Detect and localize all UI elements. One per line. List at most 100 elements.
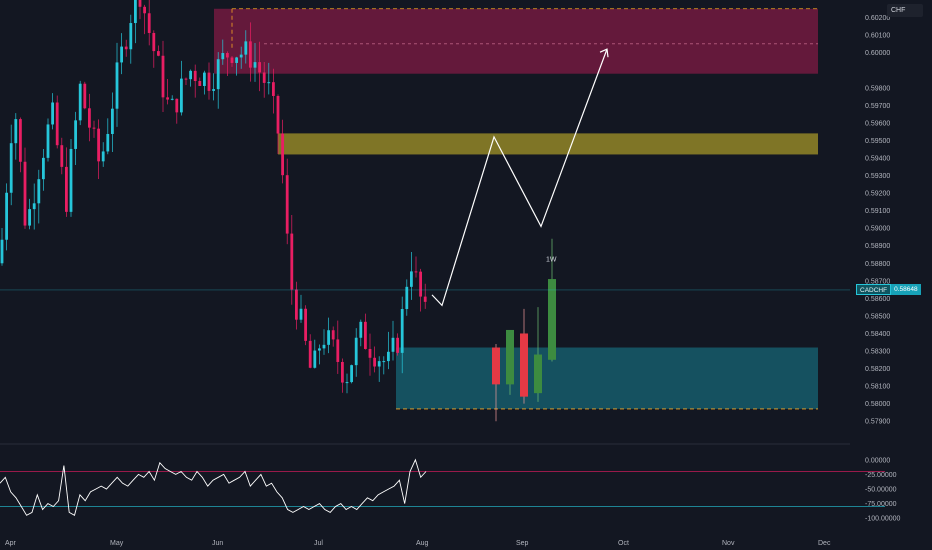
daily-candle-body xyxy=(32,203,36,210)
daily-candle-body xyxy=(46,124,50,158)
daily-candle-body xyxy=(281,133,284,176)
price-tick-label: 0.58700 xyxy=(865,278,890,285)
price-tick-label: 0.57900 xyxy=(865,419,890,426)
daily-candle-body xyxy=(55,102,59,146)
daily-candle-body xyxy=(239,54,243,58)
daily-candle-body xyxy=(230,57,234,63)
price-axis: 0.60200 0.60100 0.60000 0.59800 0.59700 0.596… xyxy=(865,15,890,426)
daily-candle-body xyxy=(322,344,326,349)
daily-candle-body xyxy=(244,41,248,55)
daily-candle-body xyxy=(147,13,151,33)
daily-candle-body xyxy=(74,120,77,149)
projection-arrowhead xyxy=(599,48,609,58)
price-tick-label: 0.58800 xyxy=(865,261,890,268)
daily-candle-body xyxy=(42,157,45,180)
osc-tick-label: -100.00000 xyxy=(865,516,901,523)
daily-candle-body xyxy=(253,62,257,68)
daily-candle-body xyxy=(184,78,188,80)
price-tick-label: 0.58100 xyxy=(865,384,890,391)
daily-candle-body xyxy=(331,330,335,340)
price-tick-label: 0.58200 xyxy=(865,366,890,373)
daily-candle-body xyxy=(235,57,238,63)
price-tick-label: 0.59400 xyxy=(865,155,890,162)
daily-candle-body xyxy=(345,382,349,384)
daily-candle-body xyxy=(359,321,363,338)
symbol-label: CADCHF xyxy=(856,284,892,296)
daily-candle-body xyxy=(221,53,225,60)
daily-candle-body xyxy=(175,98,179,113)
last-price-tag: CADCHF 0.58648 xyxy=(856,284,921,296)
daily-candle-body xyxy=(166,97,169,100)
osc-tick-label: -25.00000 xyxy=(865,472,897,479)
daily-candle-body xyxy=(124,46,128,50)
daily-candle-body xyxy=(14,119,18,144)
daily-candle-body xyxy=(396,337,399,353)
daily-candle-body xyxy=(405,286,409,310)
daily-candle-body xyxy=(88,108,91,128)
weekly-candles xyxy=(492,238,556,422)
price-tick-label: 0.60000 xyxy=(865,50,890,57)
daily-candle-body xyxy=(267,82,271,84)
timeframe-label: 1W xyxy=(546,256,557,263)
daily-candle-body xyxy=(212,89,215,91)
oscillator-pane xyxy=(0,458,885,516)
time-tick-label: Jun xyxy=(212,540,223,547)
price-tick-label: 0.59700 xyxy=(865,103,890,110)
daily-candle-body xyxy=(336,339,340,362)
daily-candle-body xyxy=(115,62,119,109)
daily-candle-body xyxy=(198,81,202,86)
time-tick-label: Nov xyxy=(722,540,735,547)
time-axis: Apr May Jun Jul Aug Sep Oct Nov Dec xyxy=(5,540,831,547)
price-tick-label: 0.60100 xyxy=(865,33,890,40)
daily-candle-body xyxy=(341,361,344,383)
time-tick-label: Sep xyxy=(516,540,529,547)
daily-candle-body xyxy=(262,72,266,83)
daily-candle-body xyxy=(97,128,100,162)
last-price-value: 0.58648 xyxy=(891,284,921,296)
daily-candles xyxy=(0,0,427,394)
daily-candle-body xyxy=(387,351,390,362)
daily-candle-body xyxy=(65,166,68,212)
price-tick-label: 0.59500 xyxy=(865,138,890,145)
price-tick-label: 0.59800 xyxy=(865,85,890,92)
daily-candle-body xyxy=(414,271,418,273)
daily-candle-body xyxy=(276,95,280,134)
daily-candle-body xyxy=(368,348,372,358)
daily-candle-body xyxy=(350,365,353,383)
weekly-candle-body xyxy=(492,347,500,385)
time-tick-label: Aug xyxy=(416,540,429,547)
daily-candle-body xyxy=(391,337,395,352)
daily-candle-body xyxy=(28,209,31,226)
daily-candle-body xyxy=(318,348,321,351)
daily-candle-body xyxy=(180,78,183,113)
daily-candle-body xyxy=(193,70,197,82)
oscillator-axis: 0.00000 -25.00000 -50.00000 -75.00000 -100.0… xyxy=(865,457,901,522)
weekly-candle-body xyxy=(520,333,528,397)
price-tick-label: 0.59200 xyxy=(865,191,890,198)
daily-candle-body xyxy=(423,296,427,302)
time-tick-label: May xyxy=(110,540,124,547)
mid-zone xyxy=(278,133,818,155)
time-tick-label: Dec xyxy=(818,540,831,547)
daily-candle-body xyxy=(129,23,133,50)
daily-candle-body xyxy=(304,308,307,341)
price-tick-label: 0.58000 xyxy=(865,401,890,408)
weekly-candle-body xyxy=(506,329,514,385)
projection-line xyxy=(431,48,608,307)
daily-candle-body xyxy=(106,133,110,152)
daily-candle-body xyxy=(19,119,22,162)
osc-tick-label: 0.00000 xyxy=(865,457,890,464)
daily-candle-body xyxy=(272,82,275,96)
daily-candle-body xyxy=(377,361,381,367)
currency-badge[interactable]: CHF xyxy=(887,4,923,17)
time-tick-label: Apr xyxy=(5,540,17,547)
daily-candle-body xyxy=(60,145,64,167)
daily-candle-body xyxy=(327,330,330,345)
daily-candle-body xyxy=(120,46,123,63)
daily-candle-body xyxy=(134,0,137,24)
price-tick-label: 0.58900 xyxy=(865,243,890,250)
daily-candle-body xyxy=(111,108,114,134)
daily-candle-body xyxy=(152,32,156,52)
